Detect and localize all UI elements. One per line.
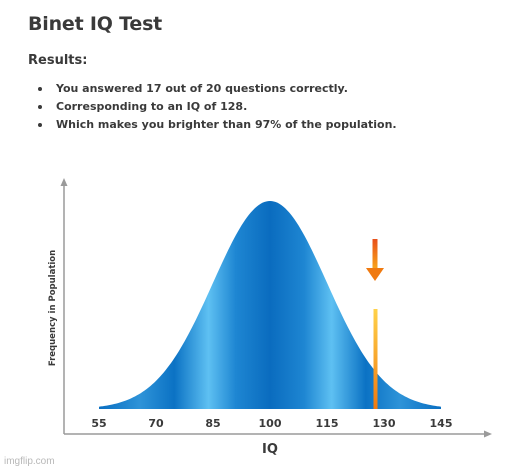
x-tick-label: 145 [430,417,453,430]
bullet-icon [38,105,42,109]
result-text: Corresponding to an IQ of 128. [56,100,248,113]
marker-line [373,309,378,409]
results-list-item: You answered 17 out of 20 questions corr… [36,80,397,98]
result-text: Which makes you brighter than 97% of the… [56,118,397,131]
y-axis-arrow-icon [60,178,68,186]
results-heading: Results: [28,53,88,68]
x-axis-label: IQ [262,442,278,457]
page-title: Binet IQ Test [28,13,163,35]
x-tick-label: 115 [316,417,339,430]
results-list-item: Corresponding to an IQ of 128. [36,98,397,116]
watermark: imgflip.com [4,456,55,467]
bullet-icon [38,123,42,127]
marker-arrow-shaft [372,239,378,268]
bullet-icon [38,87,42,91]
marker-arrow-icon [366,239,384,281]
x-tick-labels: 55 70 85 100 115 130 145 [91,417,452,430]
x-tick-label: 130 [373,417,396,430]
marker-arrow-head [366,268,384,281]
x-tick-label: 70 [148,417,164,430]
x-tick-label: 100 [259,417,282,430]
x-tick-label: 55 [91,417,106,430]
bell-curve-area [99,201,441,409]
results-list: You answered 17 out of 20 questions corr… [36,80,397,134]
x-axis-arrow-icon [484,430,492,438]
result-text: You answered 17 out of 20 questions corr… [56,82,348,95]
results-list-item: Which makes you brighter than 97% of the… [36,116,397,134]
y-axis-label: Frequency in Population [48,250,58,366]
x-tick-label: 85 [205,417,220,430]
